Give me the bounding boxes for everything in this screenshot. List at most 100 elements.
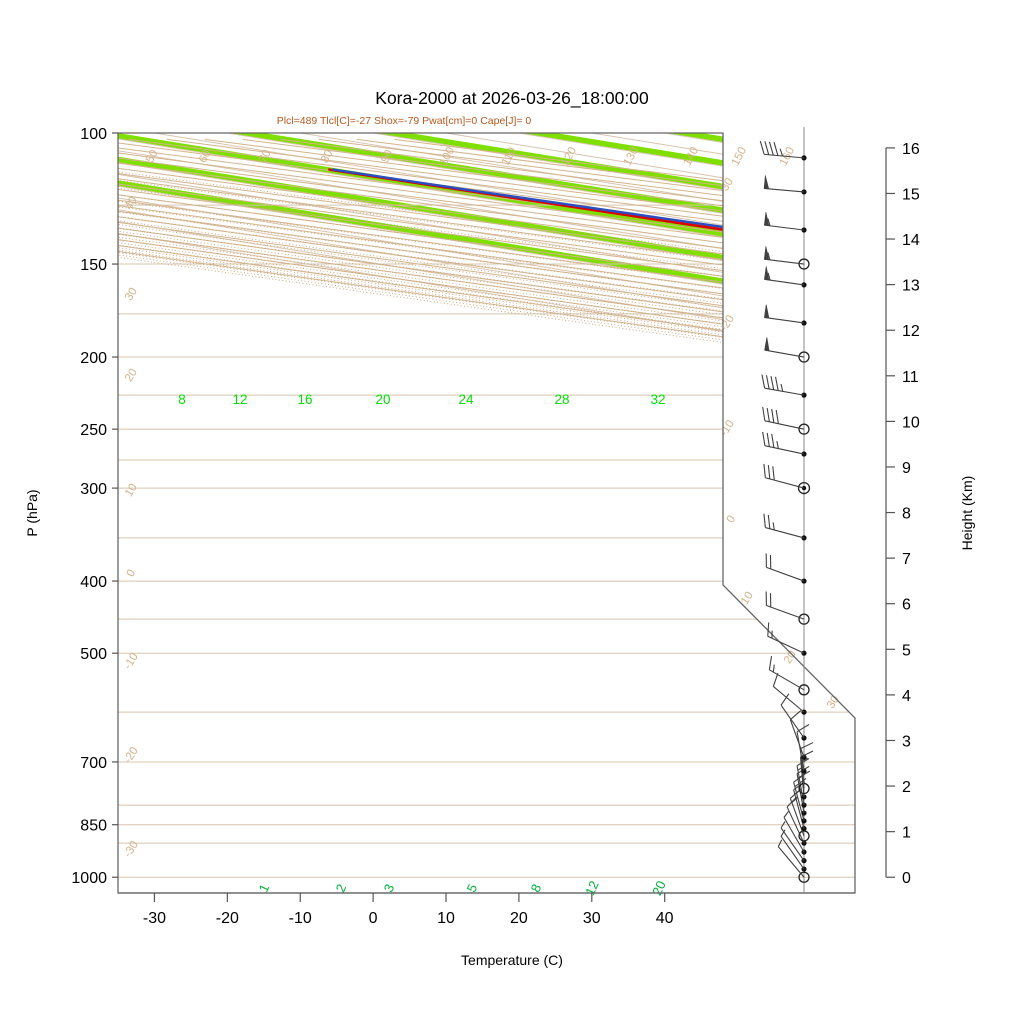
wind-barb: [762, 431, 805, 455]
height-tick-label: 5: [902, 642, 911, 659]
wind-barb: [780, 829, 805, 870]
moist-adiabat-label-left: 0: [125, 568, 139, 580]
theta-label: 24: [458, 392, 474, 407]
height-tick-label: 3: [902, 733, 911, 750]
wind-barb: [763, 246, 805, 265]
pressure-tick-label: 700: [80, 755, 107, 772]
moist-adiabat-label-right: 30: [825, 694, 842, 711]
wind-barb: [772, 673, 805, 713]
height-tick-label: 10: [902, 414, 920, 431]
page-title: Kora-2000 at 2026-03-26_18:00:00: [375, 88, 649, 109]
wind-level-circle-marker: [798, 351, 810, 363]
theta-label: 8: [178, 392, 186, 407]
wind-barb: [765, 553, 805, 582]
wind-barb: [764, 304, 805, 324]
wind-level-dot-marker: [801, 810, 807, 816]
wind-barb: [780, 821, 805, 861]
pressure-tick-label: 200: [80, 350, 107, 367]
wind-level-circle-marker: [798, 423, 810, 435]
height-tick-label: 2: [902, 779, 911, 796]
wind-barb: [763, 175, 805, 193]
moist-adiabat-label-left: 40: [123, 195, 140, 212]
wind-barb: [789, 710, 805, 758]
height-tick-label: 16: [902, 141, 920, 158]
height-tick-label: 6: [902, 597, 911, 614]
wind-barb: [762, 407, 805, 430]
temperature-tick-label: -30: [143, 910, 166, 927]
pressure-tick-label: 300: [80, 481, 107, 498]
wind-level-circle-marker: [798, 613, 810, 625]
moist-adiabat-label-right: 20: [782, 649, 799, 666]
moist-adiabat-label-right: 10: [739, 590, 756, 607]
theta-midline-labels: 8 12 16 20 24 28 32: [178, 392, 665, 407]
pressure-tick-label: 100: [80, 126, 107, 143]
pressure-axis-label: P (hPa): [24, 489, 40, 536]
theta-label: 12: [232, 392, 247, 407]
pressure-tick-label: 1000: [71, 870, 107, 887]
dry-adiabat-label: 80: [319, 148, 336, 165]
wind-barb: [777, 839, 805, 878]
temperature-axis: -30 -20 -10 0 10 20 30 40: [118, 892, 855, 927]
pressure-tick-label: 150: [80, 257, 107, 274]
temperature-tick-label: -10: [289, 910, 312, 927]
wind-level-dot-marker: [801, 650, 807, 656]
wind-level-circle-marker: [798, 871, 810, 883]
wind-barb: [780, 693, 805, 739]
theta-label: 32: [650, 392, 665, 407]
wind-barb: [763, 212, 805, 231]
height-tick-label: 13: [902, 278, 920, 295]
wind-level-dot-marker: [801, 849, 807, 855]
wind-barb: [764, 266, 805, 286]
pressure-tick-label: 500: [80, 646, 107, 663]
isobar-gridlines: [118, 133, 855, 878]
temperature-tick-label: 30: [583, 910, 601, 927]
wind-barb: [768, 655, 805, 691]
dry-adiabat-label: 50: [144, 148, 161, 165]
pressure-tick-label: 250: [80, 422, 107, 439]
theta-label: 20: [375, 392, 390, 407]
wind-barb: [765, 591, 805, 620]
height-tick-label: 1: [902, 825, 911, 842]
theta-label: 16: [297, 392, 312, 407]
height-tick-label: 14: [902, 232, 920, 249]
temperature-tick-label: 20: [510, 910, 528, 927]
moist-adiabat-lines: [118, 133, 855, 430]
wind-level-dot-marker: [801, 535, 807, 541]
wind-level-dot-marker: [801, 768, 807, 774]
wind-barb: [767, 622, 805, 654]
wind-level-dot-marker: [801, 818, 807, 824]
wind-level-circle-marker: [797, 481, 811, 495]
moist-adiabat-label-left: 20: [123, 367, 140, 384]
wind-barb: [764, 337, 805, 358]
wind-barb: [763, 463, 805, 489]
height-tick-label: 7: [902, 551, 911, 568]
height-tick-label: 4: [902, 688, 911, 705]
wind-level-circle-marker: [798, 258, 810, 270]
moist-adiabat-label-right: 0: [725, 514, 739, 526]
dry-adiabat-label: 90: [379, 148, 396, 165]
dry-adiabat-label: 60: [197, 148, 214, 165]
height-tick-label: 0: [902, 870, 911, 887]
temperature-tick-label: 10: [437, 910, 455, 927]
height-tick-label: 15: [902, 186, 920, 203]
height-tick-label: 8: [902, 506, 911, 523]
height-tick-label: 12: [902, 323, 920, 340]
height-tick-label: 9: [902, 460, 911, 477]
pressure-tick-label: 850: [80, 818, 107, 835]
temperature-tick-label: -20: [216, 910, 239, 927]
pressure-tick-label: 400: [80, 574, 107, 591]
height-tick-label: 11: [902, 369, 919, 386]
wind-barb: [763, 513, 805, 539]
dry-adiabat-label: 70: [257, 148, 274, 165]
sounding-stats-subtitle: Plcl=489 Tlcl[C]=-27 Shox=-79 Pwat[cm]=0…: [277, 115, 532, 127]
temperature-tick-label: 0: [369, 910, 378, 927]
height-axis-label: Height (Km): [959, 476, 975, 551]
wind-barb: [761, 374, 805, 396]
temperature-axis-label: Temperature (C): [461, 952, 563, 968]
wind-level-circle-marker: [798, 684, 810, 696]
pressure-axis: 100 150 200 250 300 400 500 700 850 1000: [71, 126, 118, 887]
wind-barb-column: [759, 127, 814, 893]
